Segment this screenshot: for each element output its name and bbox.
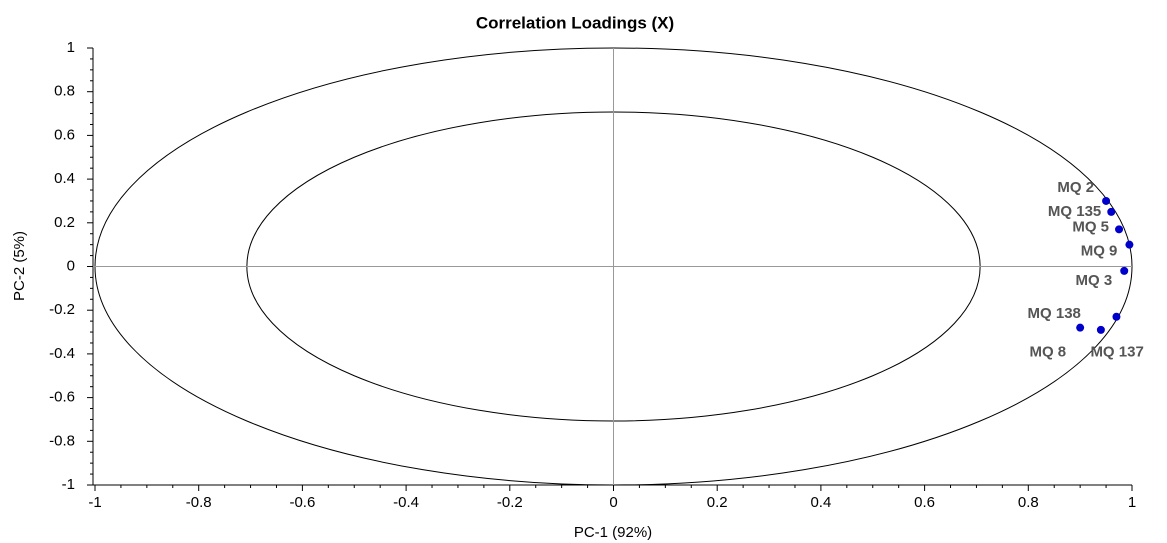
x-tick-label: -0.6: [289, 494, 315, 511]
y-tick-label: 0.2: [54, 214, 75, 231]
y-tick-label: -0.4: [49, 345, 75, 362]
x-tick-label: 0: [609, 494, 617, 511]
x-tick-label: -1: [88, 494, 101, 511]
point: [1112, 312, 1121, 321]
y-tick-label: 0: [67, 257, 75, 274]
point: [1096, 325, 1105, 334]
point-label: MQ 8: [1029, 344, 1066, 361]
y-tick-label: 0.8: [54, 83, 75, 100]
y-tick-label: -1: [62, 476, 75, 493]
point-label: MQ 138: [1028, 305, 1081, 322]
point-label: MQ 137: [1090, 344, 1143, 361]
chart-title: Correlation Loadings (X): [476, 13, 674, 32]
y-tick-label: 0.4: [54, 170, 75, 187]
point-label: MQ 2: [1057, 179, 1094, 196]
point: [1115, 225, 1124, 234]
y-tick-label: -0.8: [49, 432, 75, 449]
point: [1102, 196, 1111, 205]
x-tick-label: -0.2: [497, 494, 523, 511]
point-label: MQ 5: [1072, 218, 1109, 235]
x-tick-label: 0.8: [1018, 494, 1039, 511]
point-label: MQ 3: [1076, 272, 1113, 289]
y-tick-label: 1: [67, 39, 75, 56]
y-tick-label: -0.6: [49, 389, 75, 406]
point: [1107, 207, 1116, 216]
x-axis-label: PC-1 (92%): [574, 524, 652, 541]
x-tick-label: -0.8: [186, 494, 212, 511]
point: [1120, 266, 1129, 275]
point-label: MQ 9: [1081, 243, 1118, 260]
y-tick-label: 0.6: [54, 126, 75, 143]
x-tick-label: -0.4: [393, 494, 419, 511]
x-tick-label: 0.4: [810, 494, 831, 511]
y-axis-label: PC-2 (5%): [11, 231, 28, 301]
y-tick-label: -0.2: [49, 301, 75, 318]
point-label: MQ 135: [1048, 203, 1101, 220]
point: [1076, 323, 1085, 332]
point: [1125, 240, 1134, 249]
x-tick-label: 0.6: [914, 494, 935, 511]
x-tick-label: 0.2: [707, 494, 728, 511]
x-tick-label: 1: [1128, 494, 1136, 511]
